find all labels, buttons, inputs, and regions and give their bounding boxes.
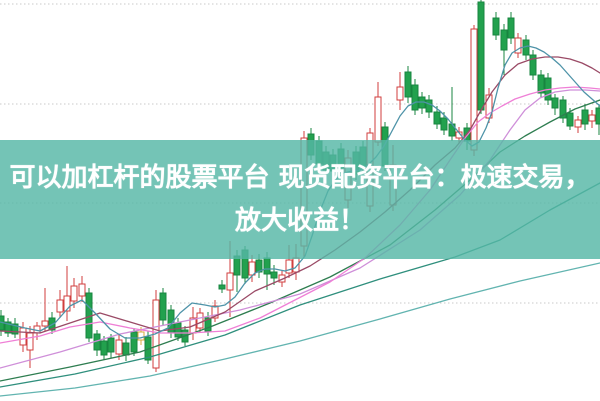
candle-body-up xyxy=(248,261,256,276)
candle-body-down xyxy=(174,322,182,338)
candle-body-down xyxy=(559,99,567,119)
candle-body-down xyxy=(595,107,600,125)
candle-body-down xyxy=(440,117,448,131)
candle-body-up xyxy=(574,119,582,128)
candle-body-up xyxy=(285,259,293,274)
candle-body-down xyxy=(159,292,167,321)
candle-body-down xyxy=(130,331,138,353)
candle-body-up xyxy=(56,299,64,313)
candle-body-down xyxy=(581,109,589,125)
candle-body-down xyxy=(270,271,278,279)
candle-body-down xyxy=(107,337,115,353)
candle-body-up xyxy=(514,37,522,54)
candle-body-down xyxy=(122,342,130,356)
candle-body-down xyxy=(263,257,271,275)
candle-body-down xyxy=(411,84,419,111)
candle-body-down xyxy=(537,74,545,94)
candle-body-down xyxy=(100,340,108,356)
candle-body-down xyxy=(218,284,226,290)
candle-body-down xyxy=(566,112,574,127)
candle-body-up xyxy=(470,28,478,151)
candle-body-up xyxy=(63,295,71,312)
promo-banner-line-2: 放大收益！ xyxy=(234,205,365,236)
candle-body-down xyxy=(529,54,537,76)
candle-body-down xyxy=(507,17,515,39)
candle-body-down xyxy=(425,99,433,113)
candle-body-up xyxy=(226,272,234,291)
candle-body-down xyxy=(204,317,212,332)
candle-body-down xyxy=(500,29,508,51)
candle-body-up xyxy=(41,320,49,327)
promo-banner-line-1: 可以加杠杆的股票平台 现货配资平台：极速交易， xyxy=(9,162,591,193)
candle-body-down xyxy=(551,97,559,109)
candle-body-down xyxy=(11,323,19,335)
candle-body-down xyxy=(492,17,500,36)
candle-body-up xyxy=(115,339,123,355)
candle-body-highlight xyxy=(137,331,145,341)
candle-body-up xyxy=(70,285,78,302)
candle-body-up xyxy=(374,96,382,143)
promo-banner: 可以加杠杆的股票平台 现货配资平台：极速交易， 放大收益！ xyxy=(0,140,600,259)
candle-body-up xyxy=(196,312,204,329)
candle-body-up xyxy=(19,327,27,346)
candle-body-up xyxy=(485,94,493,119)
candle-body-up xyxy=(26,332,34,351)
candle-body-up xyxy=(78,283,86,297)
ma-line-ma-long-light-teal xyxy=(0,262,600,397)
candle-body-up xyxy=(396,86,404,101)
candle-body-down xyxy=(404,71,412,98)
candle-body-down xyxy=(4,321,12,334)
candle-body-down xyxy=(477,1,485,111)
candle-body-up xyxy=(211,305,219,319)
candle-body-up xyxy=(588,114,596,122)
candle-body-down xyxy=(433,111,441,125)
